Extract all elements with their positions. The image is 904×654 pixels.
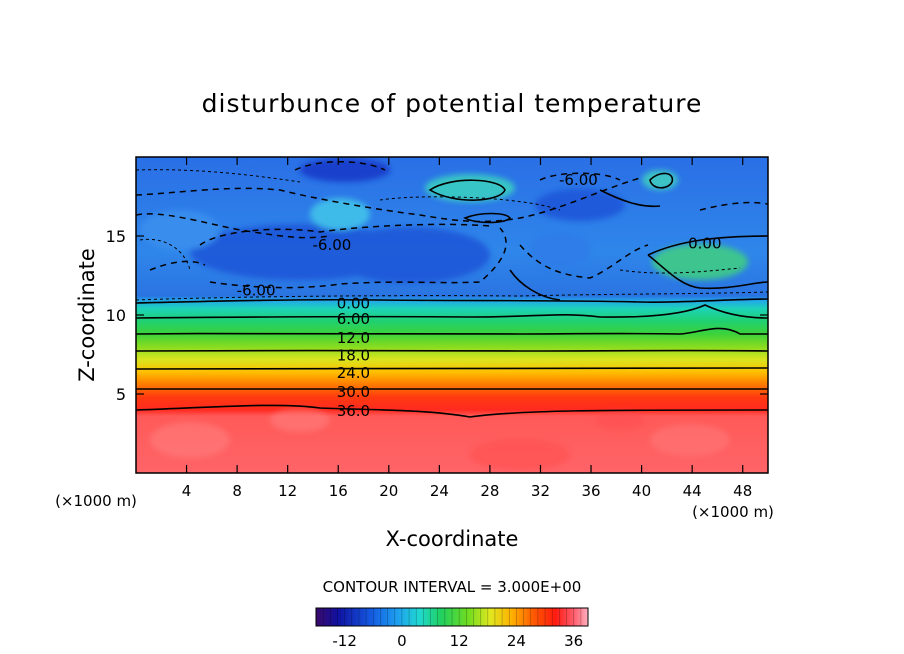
colorbar-tick-label: 12	[450, 632, 469, 650]
y-tick-label: 5	[116, 385, 126, 404]
x-tick-label: 40	[632, 482, 651, 500]
x-tick-label: 8	[232, 482, 242, 500]
contour-label: -6.00	[559, 171, 598, 189]
colorbar-tick-label: 36	[564, 632, 583, 650]
x-tick-label: 32	[531, 482, 550, 500]
contour-label: 24.0	[337, 364, 370, 382]
y-tick-label: 10	[106, 306, 126, 325]
x-unit-left: (×1000 m)	[55, 492, 137, 510]
contour-field	[136, 157, 768, 473]
x-tick-label: 24	[430, 482, 449, 500]
x-tick-label: 4	[182, 482, 192, 500]
contour-label: 6.00	[337, 310, 370, 328]
x-unit-right: (×1000 m)	[692, 503, 774, 521]
contour-label: 18.0	[337, 347, 370, 365]
contour-interval: CONTOUR INTERVAL = 3.000E+00	[323, 578, 582, 596]
colorbar: -12 0 12 24 36	[315, 607, 589, 650]
x-tick-label: 12	[278, 482, 297, 500]
colorbar-tick-label: 24	[507, 632, 526, 650]
x-tick-label: 16	[329, 482, 348, 500]
x-tick-label: 48	[733, 482, 752, 500]
contour-label: 12.0	[337, 329, 370, 347]
contour-labels: -6.00-6.00-6.000.000.006.0012.018.024.03…	[237, 171, 722, 420]
y-axis: 5 10 15	[106, 227, 768, 404]
y-tick-label: 15	[106, 227, 126, 246]
chart-title: disturbunce of potential temperature	[202, 89, 703, 118]
contour-label: 30.0	[337, 383, 370, 401]
x-axis: 4 8 12 16 20 24 28 32 36 40 44 48	[182, 157, 752, 500]
contour-label: -6.00	[313, 236, 352, 254]
x-axis-label: X-coordinate	[386, 527, 519, 551]
contour-label: 0.00	[337, 294, 370, 312]
x-tick-label: 44	[683, 482, 702, 500]
colorbar-tick-label: -12	[332, 632, 357, 650]
contour-label: 36.0	[337, 402, 370, 420]
y-axis-label: Z-coordinate	[75, 248, 99, 382]
colorbar-tick-label: 0	[397, 632, 407, 650]
x-tick-label: 36	[581, 482, 600, 500]
x-tick-label: 28	[480, 482, 499, 500]
contour-label: 0.00	[688, 234, 721, 252]
x-tick-label: 20	[379, 482, 398, 500]
contour-label: -6.00	[237, 282, 276, 300]
